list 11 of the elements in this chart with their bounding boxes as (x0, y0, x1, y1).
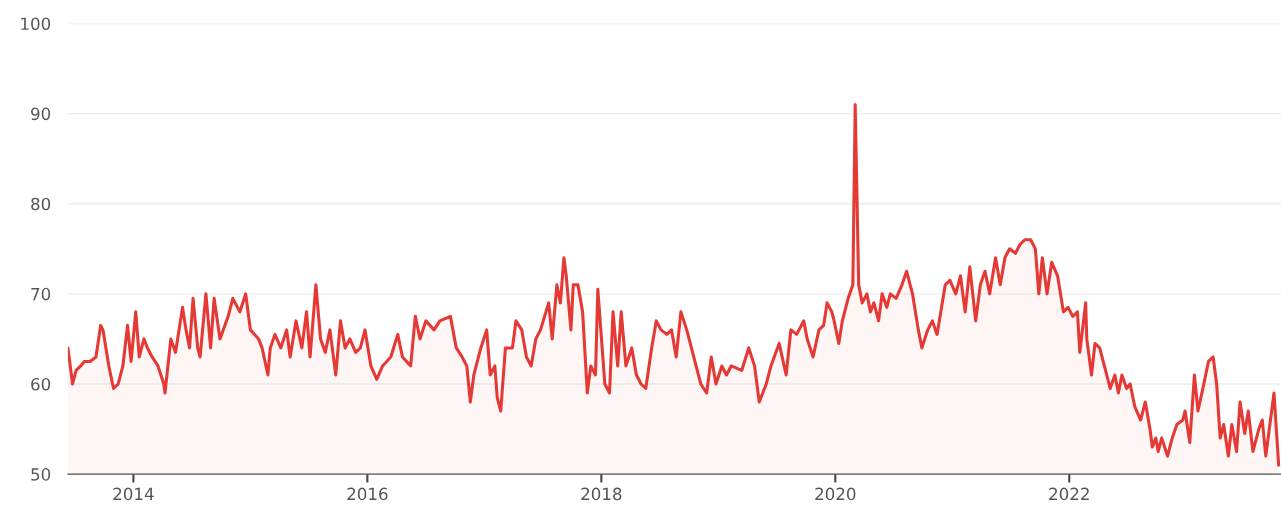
x-tick-label: 2016 (347, 487, 388, 501)
x-tick-label: 2014 (113, 487, 154, 501)
y-tick-label: 90 (31, 107, 51, 121)
y-tick-label: 60 (31, 377, 51, 391)
x-tick-label: 2022 (1049, 487, 1089, 501)
y-tick-label: 50 (31, 468, 51, 481)
x-tick-label: 2020 (815, 487, 856, 501)
x-tick-label: 2018 (581, 487, 622, 501)
y-tick-label: 70 (31, 287, 51, 301)
y-tick-label: 100 (21, 17, 51, 31)
y-tick-label: 80 (31, 197, 51, 211)
